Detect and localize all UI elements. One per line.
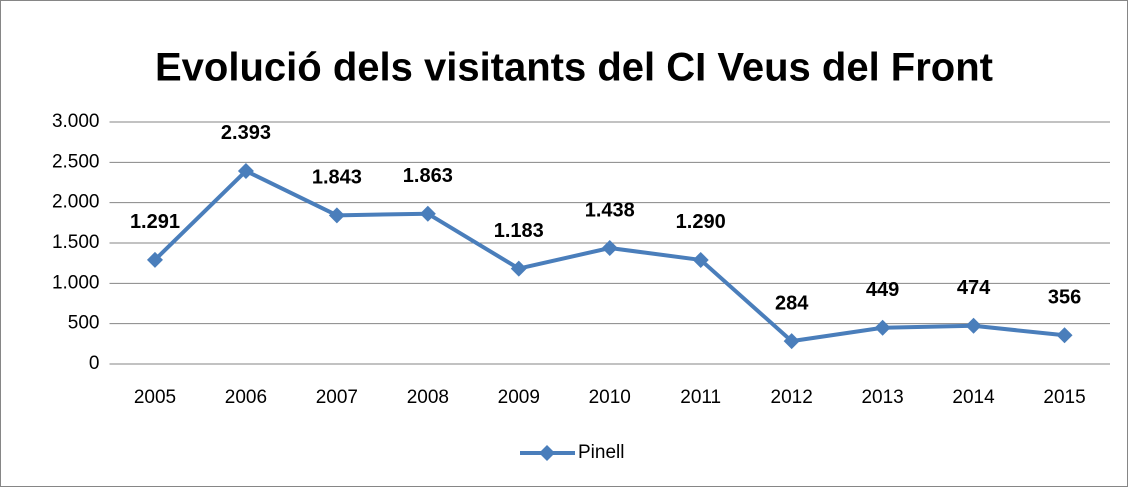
legend-label: Pinell	[578, 442, 624, 463]
data-label: 474	[957, 277, 991, 299]
x-tick-label: 2011	[680, 387, 721, 408]
x-tick-label: 2009	[498, 387, 540, 408]
data-label: 356	[1048, 287, 1081, 309]
legend-marker	[539, 445, 555, 461]
y-tick-label: 0	[89, 353, 100, 374]
point-marker	[328, 207, 345, 224]
y-tick-label: 1.000	[52, 272, 100, 293]
x-tick-label: 2012	[771, 387, 813, 408]
point-marker	[783, 333, 800, 350]
x-tick-label: 2008	[407, 387, 449, 408]
x-tick-label: 2010	[589, 387, 631, 408]
y-tick-label: 2.500	[52, 151, 100, 172]
data-label: 1.438	[585, 199, 635, 221]
data-label: 2.393	[221, 122, 271, 144]
data-label: 1.291	[130, 211, 180, 233]
x-tick-label: 2014	[952, 387, 995, 408]
x-tick-label: 2013	[861, 387, 903, 408]
x-tick-label: 2007	[316, 387, 358, 408]
point-marker	[601, 240, 618, 257]
x-tick-label: 2006	[225, 387, 267, 408]
point-marker	[874, 319, 891, 336]
data-label: 1.843	[312, 167, 362, 189]
x-tick-label: 2005	[134, 387, 176, 408]
y-tick-label: 1.500	[52, 232, 100, 253]
x-tick-label: 2015	[1043, 387, 1085, 408]
y-tick-label: 3.000	[52, 111, 100, 132]
data-label: 1.183	[494, 220, 544, 242]
chart-title: Evolució dels visitants del CI Veus del …	[155, 46, 993, 90]
y-tick-label: 500	[68, 313, 100, 334]
point-marker	[419, 205, 436, 222]
point-marker	[692, 251, 709, 268]
point-marker	[237, 162, 254, 179]
y-tick-label: 2.000	[52, 192, 100, 213]
point-marker	[965, 317, 982, 334]
point-marker	[146, 251, 163, 268]
data-label: 284	[775, 292, 809, 314]
point-marker	[510, 260, 527, 277]
data-label: 449	[866, 279, 899, 301]
point-marker	[1056, 327, 1073, 344]
data-label: 1.863	[403, 165, 453, 187]
data-label: 1.290	[676, 211, 726, 233]
